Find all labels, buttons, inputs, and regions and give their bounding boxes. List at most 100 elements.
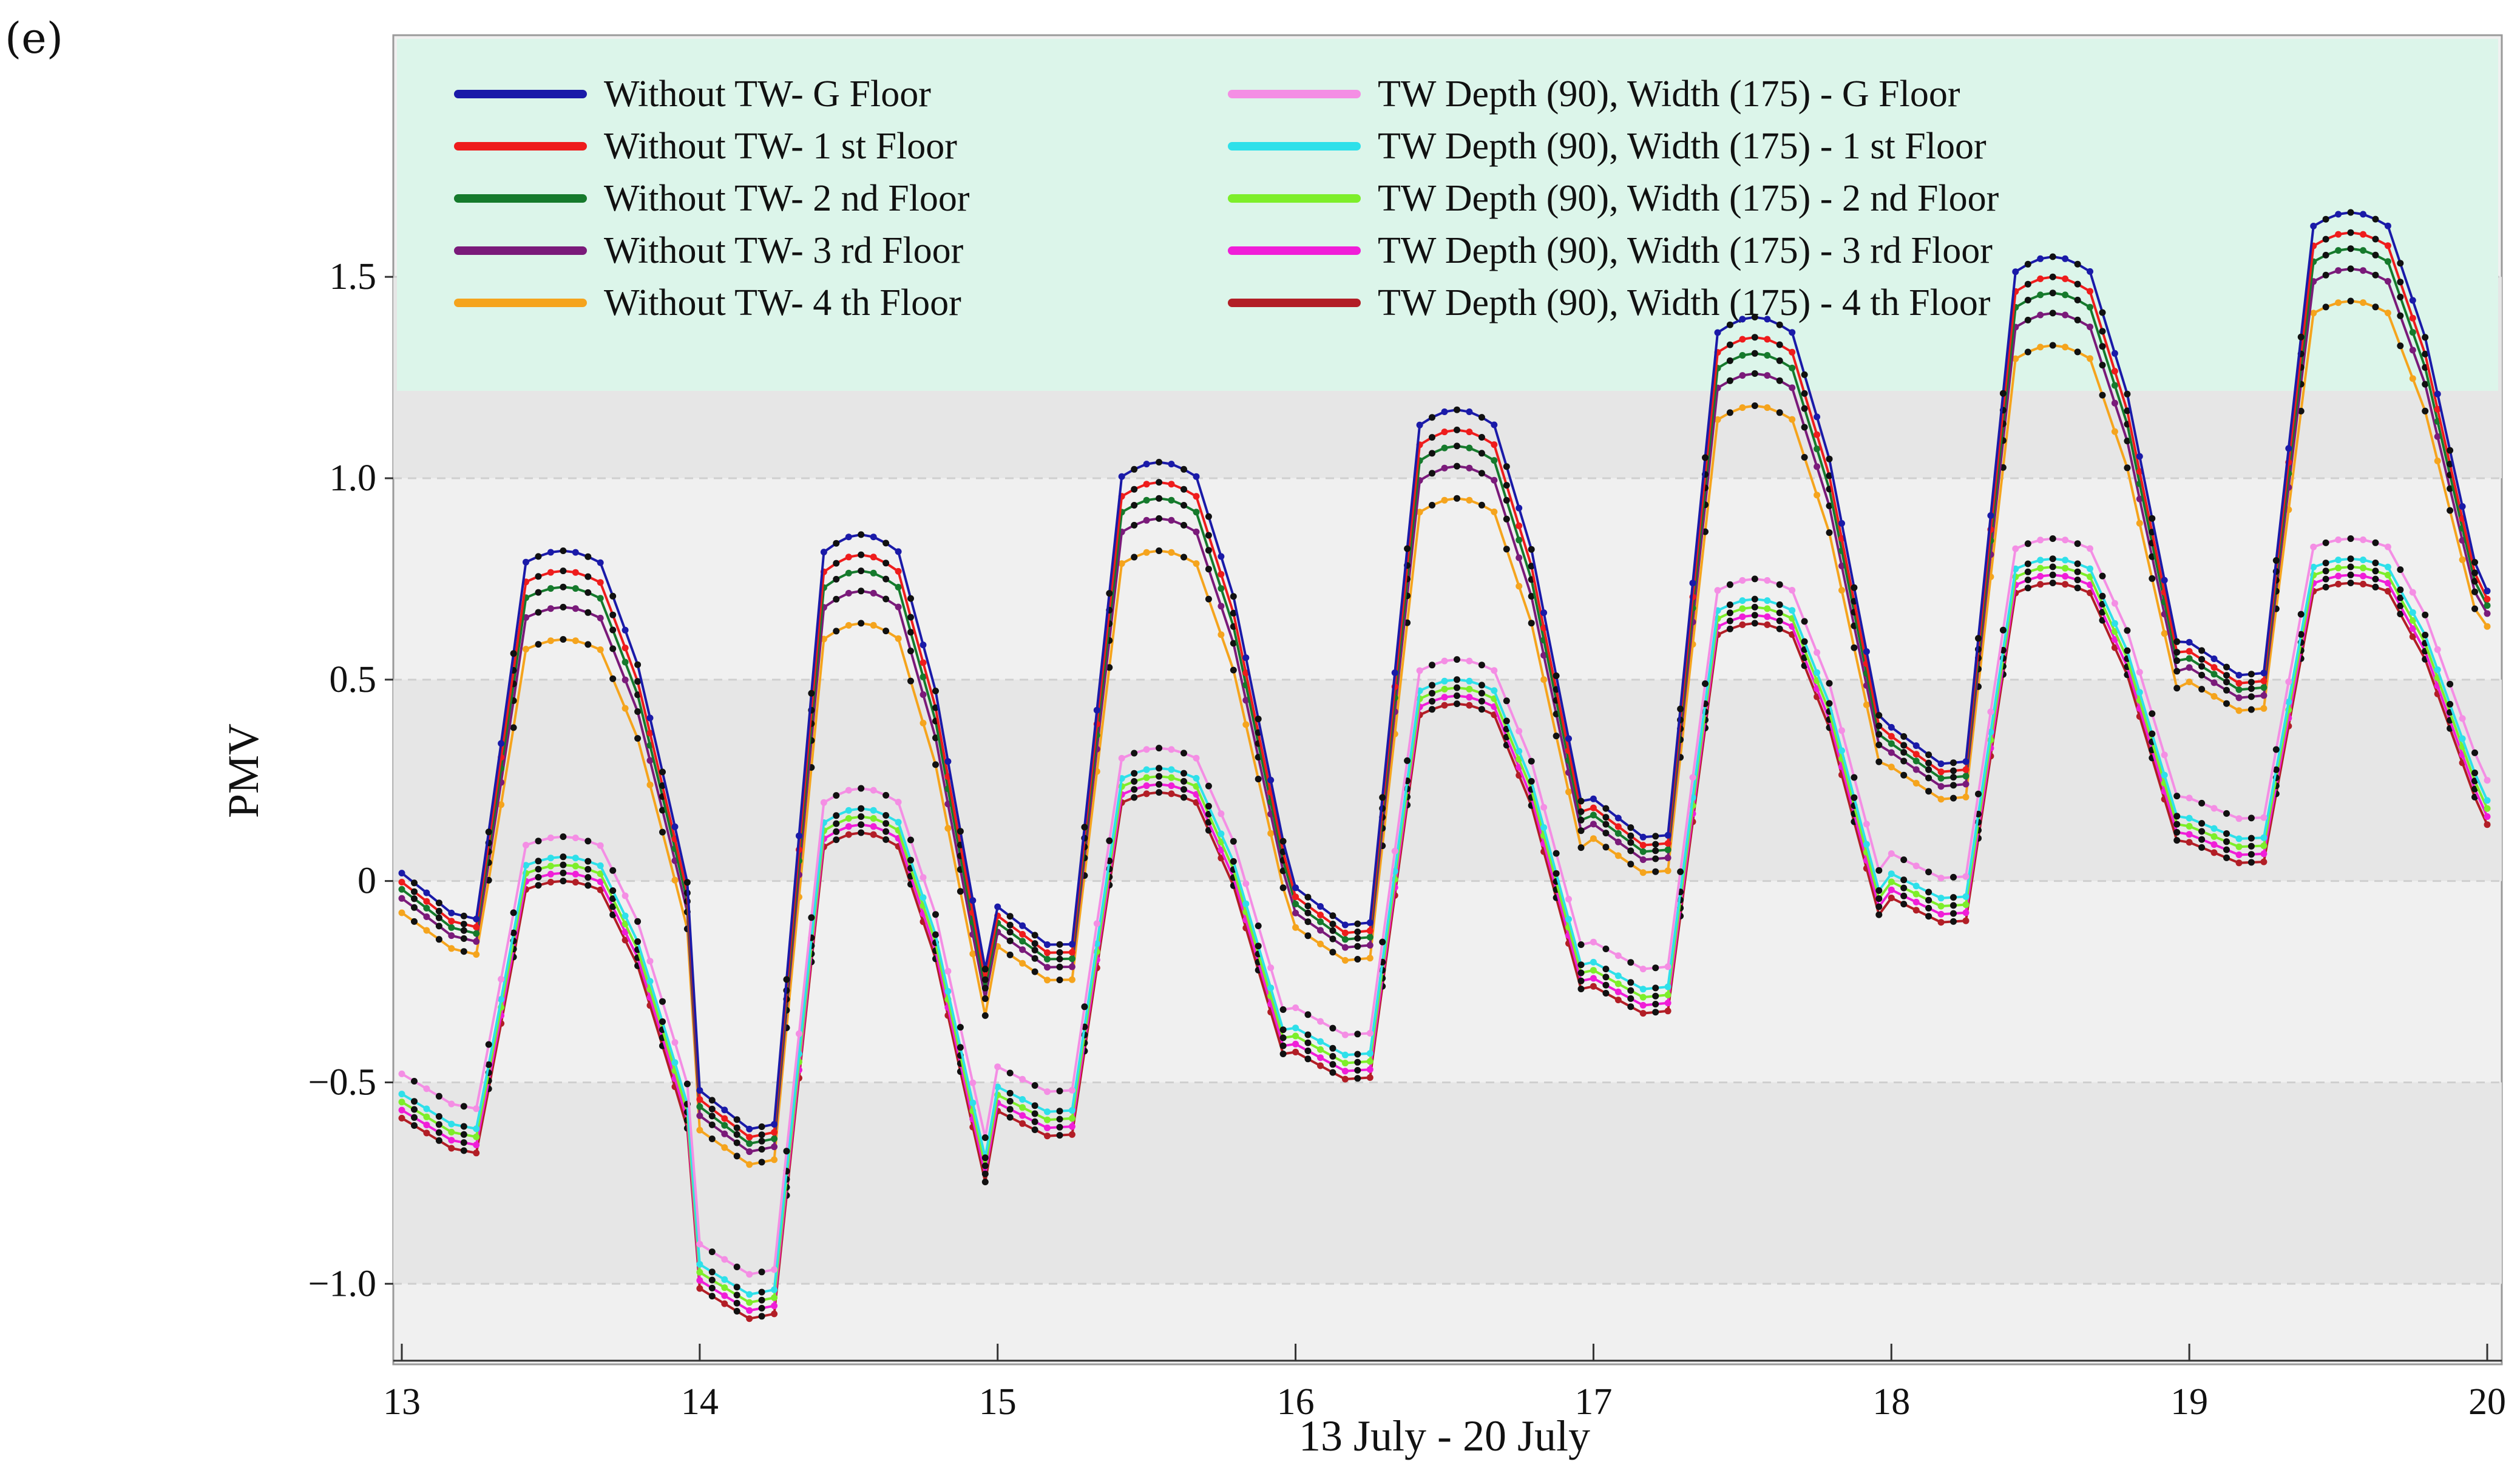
series-1-point-40 (895, 567, 902, 575)
series-5-point-125 (1950, 873, 1957, 881)
legend-label-8: TW Depth (90), Width (175) - 3 rd Floor (1378, 230, 1993, 271)
series-9-point-18 (622, 936, 629, 944)
series-2-point-146 (2210, 671, 2218, 678)
series-8-point-159 (2372, 575, 2379, 583)
series-2-point-96 (1590, 811, 1597, 819)
series-1-point-30 (771, 1129, 778, 1136)
series-2-point-72 (1292, 901, 1299, 907)
series-5-point-28 (746, 1271, 753, 1278)
series-6-point-49 (1006, 1089, 1014, 1097)
series-1-point-126 (1962, 766, 1970, 773)
series-5-point-108 (1739, 577, 1746, 584)
series-7-point-60 (1143, 774, 1150, 781)
series-2-point-51 (1031, 947, 1038, 953)
series-8-point-144 (2186, 831, 2193, 838)
series-0-point-105 (1702, 454, 1709, 461)
series-4-point-27 (733, 1153, 740, 1160)
series-8-point-51 (1031, 1118, 1038, 1125)
series-0-point-15 (584, 553, 592, 560)
series-1-point-102 (1664, 840, 1672, 847)
series-2-point-167 (2471, 578, 2478, 585)
series-6-point-139 (2124, 647, 2131, 654)
series-2-point-136 (2087, 303, 2093, 311)
series-6-point-29 (758, 1288, 765, 1296)
series-7-point-124 (1937, 902, 1945, 910)
series-7-point-17 (609, 895, 617, 902)
series-5-point-149 (2247, 814, 2255, 822)
series-0-point-5 (460, 912, 467, 919)
series-6-point-75 (1329, 1044, 1336, 1052)
series-5-point-70 (1267, 964, 1275, 972)
series-3-point-101 (1652, 855, 1659, 862)
series-0-point-56 (1093, 706, 1100, 714)
series-2-point-1 (411, 895, 418, 902)
series-5-point-135 (2074, 540, 2081, 547)
series-5-point-88 (1491, 667, 1498, 674)
series-6-point-43 (932, 931, 939, 938)
series-0-point-115 (1826, 455, 1833, 462)
series-2-point-26 (721, 1122, 728, 1129)
series-0-point-30 (771, 1121, 778, 1128)
series-8-point-24 (696, 1277, 703, 1284)
series-1-point-131 (2024, 280, 2031, 288)
series-5-point-14 (572, 834, 579, 842)
series-2-point-109 (1751, 350, 1758, 357)
series-4-point-65 (1205, 595, 1212, 603)
series-0-point-88 (1491, 421, 1498, 428)
series-8-point-133 (2049, 571, 2056, 578)
series-0-point-28 (746, 1125, 753, 1132)
series-4-point-134 (2062, 344, 2069, 351)
series-5-point-59 (1131, 750, 1138, 757)
series-9-point-38 (870, 831, 877, 838)
series-5-point-69 (1255, 923, 1262, 929)
series-6-point-83 (1429, 682, 1435, 689)
series-7-point-110 (1764, 605, 1771, 612)
series-0-point-39 (882, 540, 890, 547)
y-tick-label-5: 1.5 (330, 256, 377, 297)
series-4-point-16 (597, 646, 604, 653)
series-7-point-119 (1875, 895, 1883, 902)
x-tick-label-2: 15 (979, 1381, 1017, 1423)
series-3-point-134 (2062, 311, 2069, 319)
series-8-point-95 (1577, 977, 1585, 984)
series-3-point-49 (1006, 937, 1014, 944)
series-1-point-28 (746, 1134, 753, 1141)
series-2-point-2 (423, 904, 430, 912)
series-9-point-162 (2409, 633, 2416, 640)
series-3-point-145 (2198, 671, 2206, 679)
series-6-point-84 (1441, 677, 1448, 685)
series-4-point-42 (920, 719, 927, 726)
series-0-point-66 (1218, 553, 1225, 560)
series-5-point-13 (560, 833, 567, 841)
series-0-point-8 (498, 740, 505, 747)
series-5-point-131 (2024, 540, 2031, 547)
series-7-point-72 (1292, 1032, 1299, 1040)
series-1-point-91 (1528, 563, 1535, 570)
series-4-point-137 (2099, 391, 2106, 399)
series-8-point-157 (2347, 571, 2354, 578)
series-5-point-58 (1118, 754, 1125, 762)
series-3-point-133 (2049, 310, 2056, 317)
series-2-point-6 (473, 930, 480, 937)
series-6-point-54 (1068, 1107, 1075, 1114)
series-9-point-59 (1131, 794, 1138, 801)
legend-label-1: Without TW- 1 st Floor (604, 126, 957, 167)
series-1-point-5 (460, 921, 467, 928)
legend-label-4: Without TW- 4 th Floor (604, 282, 961, 323)
series-5-point-139 (2124, 627, 2131, 634)
series-2-point-77 (1354, 935, 1361, 942)
series-3-point-36 (845, 589, 852, 597)
series-9-point-14 (572, 879, 579, 886)
series-3-point-30 (771, 1143, 778, 1151)
series-6-point-164 (2434, 666, 2441, 673)
series-7-point-157 (2347, 563, 2354, 570)
series-5-point-153 (2297, 611, 2305, 618)
series-0-point-112 (1789, 329, 1796, 336)
series-3-point-167 (2471, 588, 2478, 595)
series-9-point-12 (547, 879, 554, 885)
series-4-point-18 (622, 705, 629, 712)
series-1-point-133 (2049, 273, 2056, 280)
series-2-point-144 (2186, 655, 2193, 662)
series-3-point-73 (1304, 918, 1312, 926)
series-8-point-76 (1341, 1068, 1349, 1075)
